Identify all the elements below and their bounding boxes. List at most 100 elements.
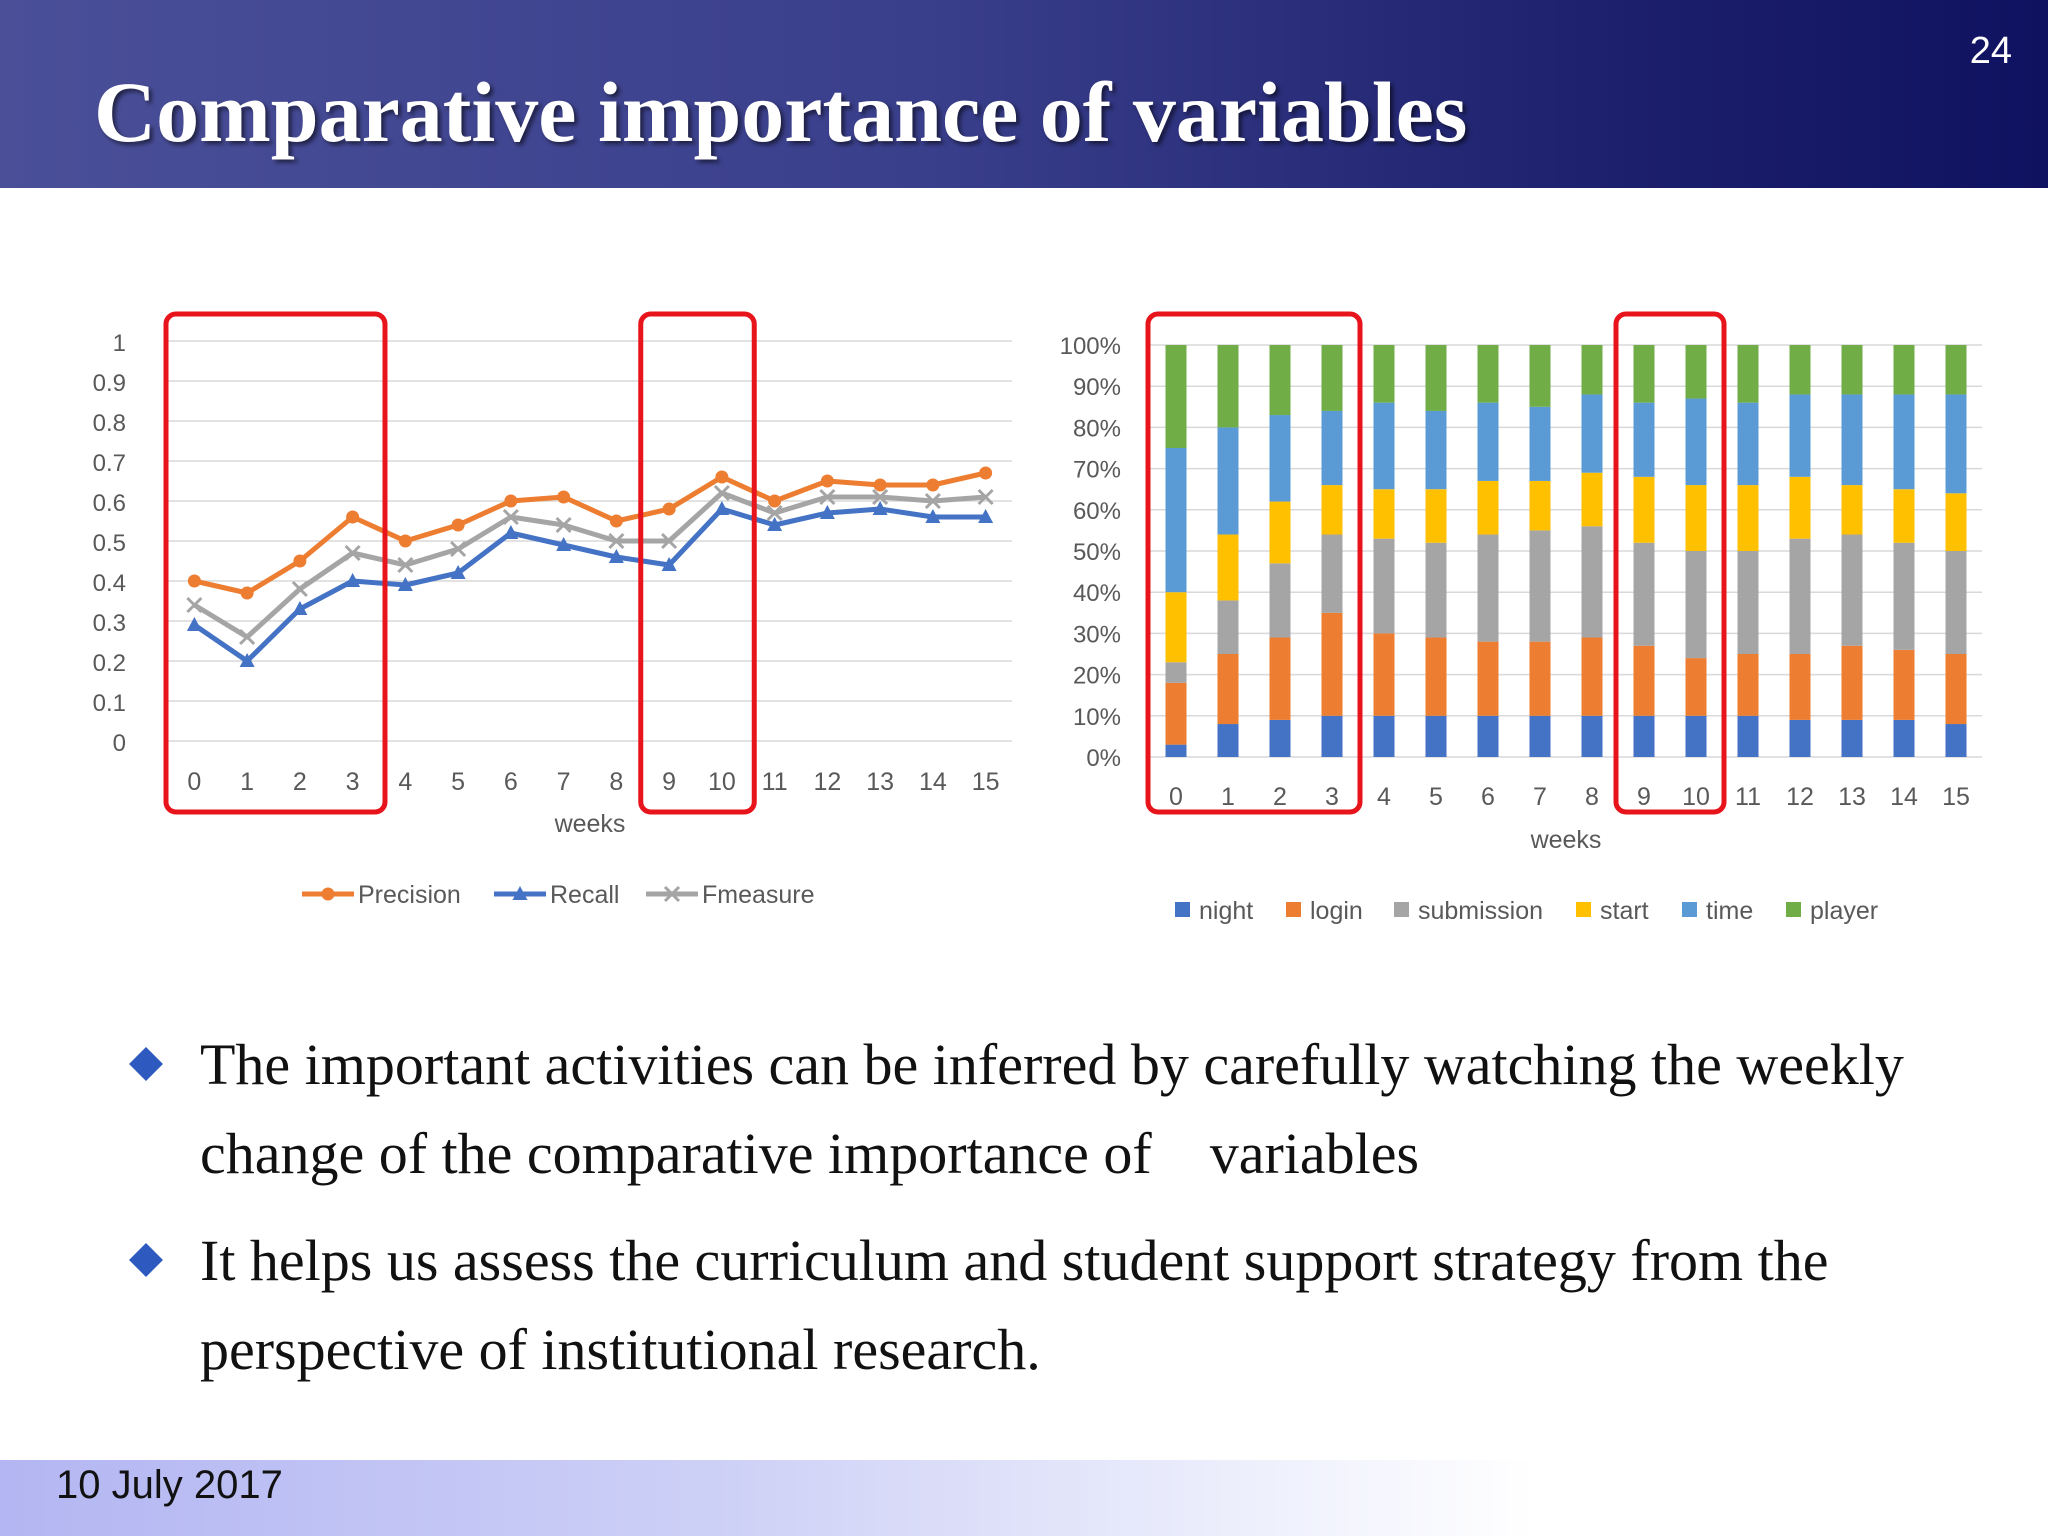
bar-segment — [1217, 654, 1239, 725]
y-tick-label: 70% — [1073, 457, 1121, 484]
bar-segment — [1893, 649, 1915, 720]
data-point — [661, 557, 677, 571]
bar-segment — [1425, 715, 1447, 757]
bar-segment — [1425, 637, 1447, 716]
data-point — [662, 502, 676, 516]
bar-segment — [1945, 394, 1967, 494]
data-point — [715, 470, 729, 484]
bar-segment — [1633, 476, 1655, 543]
highlight-box — [163, 311, 388, 815]
x-tick-label: 6 — [504, 768, 518, 796]
x-tick-label: 11 — [762, 768, 788, 796]
data-point — [397, 556, 414, 574]
bar-segment — [1321, 345, 1343, 411]
bar-segment — [1477, 345, 1499, 403]
bar-segment — [1477, 715, 1499, 757]
bar-segment — [1633, 542, 1655, 646]
bar-segment — [1789, 476, 1811, 539]
y-tick-label: 40% — [1073, 580, 1121, 607]
data-point — [240, 586, 254, 600]
data-point — [187, 574, 201, 588]
data-point — [979, 466, 993, 480]
bar-segment — [1217, 534, 1239, 601]
bar-segment — [1425, 542, 1447, 638]
data-point — [872, 488, 889, 506]
data-point — [292, 601, 308, 615]
x-tick-label: 8 — [1585, 783, 1599, 811]
x-tick-label: 3 — [346, 768, 360, 796]
bar-segment — [1529, 530, 1551, 642]
bar-segment — [1737, 485, 1759, 551]
bar-segment — [1893, 489, 1915, 543]
y-tick-label: 0.6 — [93, 490, 126, 517]
data-point — [239, 628, 256, 646]
bar-segment — [1685, 715, 1707, 757]
x-tick-label: 13 — [1838, 783, 1866, 811]
legend-label: login — [1310, 897, 1363, 925]
x-tick-label: 5 — [451, 768, 465, 796]
series-line — [192, 506, 986, 664]
x-tick-label: 4 — [1377, 783, 1391, 811]
data-point — [766, 504, 783, 522]
data-point — [924, 492, 941, 510]
data-point — [344, 544, 361, 562]
data-point — [608, 532, 625, 550]
highlight-box — [638, 311, 757, 815]
data-point — [398, 534, 412, 548]
bar-segment — [1737, 551, 1759, 654]
bar-segment — [1841, 345, 1863, 395]
y-tick-label: 0.2 — [93, 650, 126, 677]
bar-segment — [1789, 654, 1811, 720]
x-tick-label: 15 — [1942, 783, 1970, 811]
bar-segment — [1789, 538, 1811, 654]
x-tick-label: 10 — [1682, 783, 1710, 811]
legend-label: time — [1706, 897, 1753, 925]
x-tick-label: 0 — [187, 768, 201, 796]
y-tick-label: 0.1 — [93, 690, 126, 717]
bar-segment — [1269, 345, 1291, 416]
bar-segment — [1321, 612, 1343, 716]
bar-segment — [1529, 406, 1551, 481]
y-tick-label: 10% — [1073, 704, 1121, 731]
bar-segment — [1165, 345, 1187, 448]
data-point — [608, 549, 624, 563]
bar-segment — [1945, 724, 1967, 757]
y-tick-label: 20% — [1073, 663, 1121, 690]
legend-label: player — [1810, 897, 1878, 925]
x-tick-label: 12 — [1786, 783, 1814, 811]
bar-segment — [1477, 480, 1499, 535]
bar-segment — [1165, 448, 1187, 593]
data-point — [661, 532, 678, 550]
bar-segment — [1945, 493, 1967, 551]
bar-segment — [1217, 724, 1239, 757]
bar-segment — [1685, 485, 1707, 551]
bar-segment — [1893, 394, 1915, 490]
legend-marker — [321, 887, 335, 901]
bar-segment — [1165, 682, 1187, 745]
bar-segment — [1321, 534, 1343, 613]
bullet-item: The important activities can be inferred… — [120, 1020, 1980, 1198]
legend-label: Recall — [550, 881, 619, 909]
y-tick-label: 0.5 — [93, 530, 126, 557]
bar-segment — [1321, 410, 1343, 486]
bar-segment — [1841, 394, 1863, 486]
bar-segment — [1893, 542, 1915, 650]
bar-segment — [1425, 489, 1447, 543]
data-point — [503, 525, 519, 539]
bar-segment — [1373, 489, 1395, 539]
y-tick-label: 0.9 — [93, 370, 126, 397]
slide-number: 24 — [1969, 30, 2012, 72]
bar-segment — [1685, 398, 1707, 486]
bar-segment — [1945, 551, 1967, 654]
bar-segment — [1217, 427, 1239, 535]
legend-swatch — [1286, 902, 1301, 917]
bar-segment — [1945, 654, 1967, 725]
data-point — [767, 517, 783, 531]
legend-marker — [512, 886, 528, 900]
bar-segment — [1373, 345, 1395, 403]
bar-segment — [1373, 538, 1395, 634]
data-point — [555, 516, 572, 534]
data-point — [872, 501, 888, 515]
bar-segment — [1529, 480, 1551, 531]
